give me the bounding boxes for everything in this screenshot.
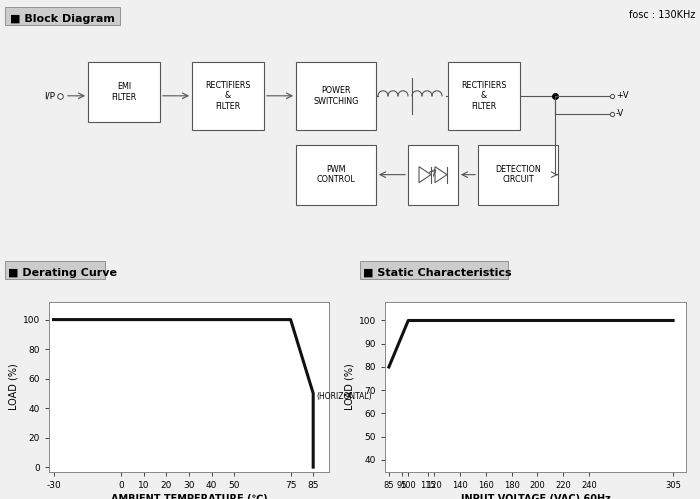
Text: -V: -V	[616, 109, 624, 118]
Text: RECTIFIERS
&
FILTER: RECTIFIERS & FILTER	[461, 81, 507, 111]
FancyBboxPatch shape	[360, 261, 508, 279]
Text: I/P: I/P	[44, 91, 55, 100]
FancyBboxPatch shape	[296, 62, 376, 130]
X-axis label: INPUT VOLTAGE (VAC) 60Hz: INPUT VOLTAGE (VAC) 60Hz	[461, 494, 610, 499]
Y-axis label: LOAD (%): LOAD (%)	[8, 363, 19, 410]
FancyBboxPatch shape	[478, 145, 558, 205]
FancyBboxPatch shape	[408, 145, 458, 205]
Text: ■ Static Characteristics: ■ Static Characteristics	[363, 268, 512, 278]
FancyBboxPatch shape	[448, 62, 520, 130]
Text: ■ Derating Curve: ■ Derating Curve	[8, 268, 117, 278]
FancyBboxPatch shape	[88, 62, 160, 122]
Text: +V: +V	[616, 91, 629, 100]
FancyBboxPatch shape	[192, 62, 264, 130]
FancyBboxPatch shape	[5, 7, 120, 25]
Text: PWM
CONTROL: PWM CONTROL	[316, 165, 356, 184]
Text: RECTIFIERS
&
FILTER: RECTIFIERS & FILTER	[205, 81, 251, 111]
Text: ■ Block Diagram: ■ Block Diagram	[10, 14, 115, 24]
Text: EMI
FILTER: EMI FILTER	[111, 82, 136, 101]
FancyBboxPatch shape	[296, 145, 376, 205]
Y-axis label: LOAD (%): LOAD (%)	[344, 363, 355, 410]
Text: fosc : 130KHz: fosc : 130KHz	[629, 10, 695, 20]
FancyBboxPatch shape	[5, 261, 105, 279]
Text: (HORIZONTAL): (HORIZONTAL)	[316, 392, 372, 401]
X-axis label: AMBIENT TEMPERATURE (℃): AMBIENT TEMPERATURE (℃)	[111, 494, 267, 499]
Text: DETECTION
CIRCUIT: DETECTION CIRCUIT	[495, 165, 541, 184]
Text: POWER
SWITCHING: POWER SWITCHING	[314, 86, 358, 105]
